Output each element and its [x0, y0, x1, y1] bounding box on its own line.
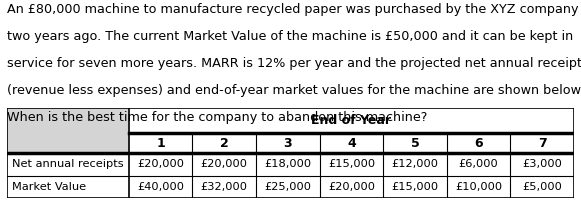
Text: £18,000: £18,000 [264, 159, 311, 169]
Text: £20,000: £20,000 [201, 159, 248, 169]
Text: £20,000: £20,000 [328, 182, 375, 192]
Bar [7, 153, 574, 176]
Bar [7, 108, 129, 133]
Text: 6: 6 [474, 137, 483, 150]
Text: Net annual receipts: Net annual receipts [12, 159, 123, 169]
Bar [129, 108, 574, 133]
Text: £32,000: £32,000 [201, 182, 248, 192]
Text: An £80,000 machine to manufacture recycled paper was purchased by the XYZ compan: An £80,000 machine to manufacture recycl… [7, 3, 579, 16]
Text: two years ago. The current Market Value of the machine is £50,000 and it can be : two years ago. The current Market Value … [7, 30, 573, 43]
Text: Market Value: Market Value [12, 182, 85, 192]
Text: £20,000: £20,000 [137, 159, 184, 169]
Text: 3: 3 [284, 137, 292, 150]
Text: £15,000: £15,000 [328, 159, 375, 169]
Text: £10,000: £10,000 [455, 182, 502, 192]
Bar [7, 176, 574, 198]
Text: 5: 5 [411, 137, 419, 150]
Text: £5,000: £5,000 [522, 182, 562, 192]
Text: £6,000: £6,000 [459, 159, 498, 169]
Text: End of Year: End of Year [311, 114, 392, 127]
Text: £40,000: £40,000 [137, 182, 184, 192]
Bar [129, 133, 574, 153]
Text: 4: 4 [347, 137, 356, 150]
Text: service for seven more years. MARR is 12% per year and the projected net annual : service for seven more years. MARR is 12… [7, 57, 581, 70]
Text: 7: 7 [538, 137, 547, 150]
Bar [7, 133, 129, 153]
Text: (revenue less expenses) and end-of-year market values for the machine are shown : (revenue less expenses) and end-of-year … [7, 84, 581, 97]
Text: £12,000: £12,000 [392, 159, 439, 169]
Text: £3,000: £3,000 [522, 159, 562, 169]
Text: 2: 2 [220, 137, 229, 150]
Text: £15,000: £15,000 [392, 182, 439, 192]
Text: £25,000: £25,000 [264, 182, 311, 192]
Text: 1: 1 [156, 137, 165, 150]
Text: When is the best time for the company to abandon this machine?: When is the best time for the company to… [7, 111, 428, 124]
